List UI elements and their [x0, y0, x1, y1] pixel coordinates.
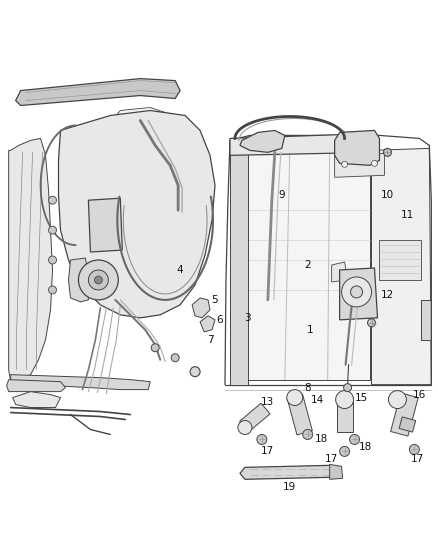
Polygon shape	[379, 240, 421, 280]
Text: 19: 19	[283, 482, 297, 492]
Polygon shape	[339, 268, 378, 320]
Text: 7: 7	[207, 335, 213, 345]
Circle shape	[342, 161, 348, 167]
Text: 16: 16	[413, 390, 426, 400]
Text: 17: 17	[261, 447, 275, 456]
Circle shape	[49, 256, 57, 264]
Text: 17: 17	[325, 455, 338, 464]
Circle shape	[151, 344, 159, 352]
Text: 12: 12	[381, 290, 394, 300]
Circle shape	[88, 270, 108, 290]
Text: 18: 18	[315, 434, 328, 445]
Polygon shape	[72, 230, 90, 247]
Circle shape	[95, 276, 102, 284]
Circle shape	[336, 391, 353, 409]
Text: 14: 14	[311, 394, 324, 405]
Text: 2: 2	[304, 260, 311, 270]
Text: 15: 15	[355, 393, 368, 402]
Text: 17: 17	[411, 455, 424, 464]
Text: 1: 1	[307, 325, 313, 335]
Text: 8: 8	[304, 383, 311, 393]
Polygon shape	[230, 133, 379, 155]
Text: 18: 18	[359, 442, 372, 453]
Polygon shape	[238, 150, 370, 379]
Circle shape	[171, 354, 179, 362]
Polygon shape	[7, 379, 66, 392]
Circle shape	[389, 391, 406, 409]
Polygon shape	[399, 417, 416, 432]
Polygon shape	[192, 298, 210, 318]
Circle shape	[343, 384, 352, 392]
Polygon shape	[16, 78, 180, 106]
Polygon shape	[240, 131, 285, 152]
Circle shape	[257, 434, 267, 445]
Text: 5: 5	[211, 295, 217, 305]
Circle shape	[78, 260, 118, 300]
Text: 4: 4	[177, 265, 184, 275]
Circle shape	[190, 367, 200, 377]
Polygon shape	[335, 131, 379, 165]
Circle shape	[410, 445, 419, 455]
Polygon shape	[371, 148, 431, 385]
Polygon shape	[200, 316, 215, 332]
Circle shape	[49, 226, 57, 234]
Circle shape	[367, 319, 375, 327]
Circle shape	[342, 277, 371, 307]
Polygon shape	[11, 375, 150, 390]
Polygon shape	[13, 392, 60, 408]
Circle shape	[339, 447, 350, 456]
Text: 6: 6	[217, 315, 223, 325]
Polygon shape	[391, 393, 418, 436]
Polygon shape	[230, 150, 248, 385]
Circle shape	[49, 196, 57, 204]
Polygon shape	[337, 397, 353, 432]
Text: 11: 11	[401, 210, 414, 220]
Polygon shape	[240, 465, 335, 479]
Polygon shape	[421, 300, 431, 340]
Polygon shape	[330, 464, 343, 479]
Polygon shape	[59, 110, 215, 318]
Circle shape	[287, 390, 303, 406]
Circle shape	[384, 148, 392, 156]
Text: 13: 13	[261, 397, 275, 407]
Polygon shape	[332, 262, 348, 282]
Text: 3: 3	[244, 313, 251, 323]
Polygon shape	[110, 108, 165, 128]
Circle shape	[238, 421, 252, 434]
Text: 9: 9	[279, 190, 285, 200]
Circle shape	[371, 160, 378, 166]
Polygon shape	[68, 258, 88, 302]
Circle shape	[49, 286, 57, 294]
Polygon shape	[240, 403, 270, 432]
Polygon shape	[335, 154, 385, 177]
Text: 10: 10	[381, 190, 394, 200]
Circle shape	[350, 286, 363, 298]
Polygon shape	[88, 198, 122, 252]
Polygon shape	[287, 394, 312, 435]
Circle shape	[350, 434, 360, 445]
Polygon shape	[128, 218, 147, 236]
Circle shape	[303, 430, 313, 439]
Polygon shape	[9, 139, 53, 382]
